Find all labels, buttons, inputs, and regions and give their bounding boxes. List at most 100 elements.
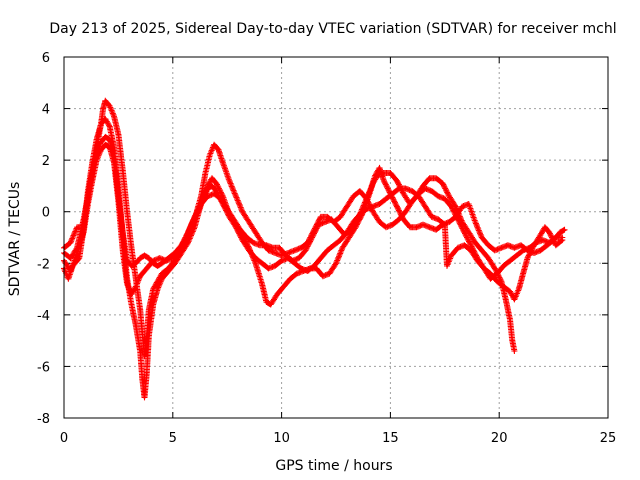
data-point xyxy=(367,195,370,198)
data-point xyxy=(502,285,505,288)
data-point xyxy=(273,264,277,268)
data-point xyxy=(389,171,392,175)
data-point xyxy=(493,249,496,252)
y-tick-label: -2 xyxy=(37,257,50,272)
data-point xyxy=(143,354,146,358)
data-point xyxy=(260,262,264,265)
data-point xyxy=(378,220,381,224)
data-point xyxy=(143,254,146,257)
data-point xyxy=(293,262,296,265)
data-point xyxy=(215,189,218,193)
data-point xyxy=(160,272,164,275)
y-tick-label: 4 xyxy=(42,103,50,118)
data-point xyxy=(554,236,557,239)
data-point xyxy=(493,267,496,270)
data-point xyxy=(365,197,368,200)
data-point xyxy=(102,107,105,110)
data-point xyxy=(147,256,151,260)
data-point xyxy=(293,249,296,252)
data-point xyxy=(532,244,536,247)
data-point xyxy=(217,148,220,151)
data-point xyxy=(411,200,414,203)
data-point xyxy=(260,282,264,286)
data-point xyxy=(411,189,414,193)
data-point xyxy=(434,177,438,180)
data-point xyxy=(352,220,355,224)
data-point xyxy=(448,195,451,198)
data-point xyxy=(139,308,142,311)
data-point xyxy=(139,256,142,260)
data-point xyxy=(408,226,412,229)
data-point xyxy=(508,290,512,293)
data-point xyxy=(334,262,338,265)
series-trace-c xyxy=(61,97,566,360)
data-point xyxy=(145,336,148,340)
data-point xyxy=(421,223,425,226)
plot-frame xyxy=(63,56,609,419)
data-point xyxy=(543,226,547,229)
data-point xyxy=(304,249,307,252)
data-point xyxy=(454,205,457,208)
data-point xyxy=(323,220,327,224)
data-point xyxy=(130,303,133,306)
data-point xyxy=(212,143,216,146)
data-point xyxy=(210,184,214,188)
data-point xyxy=(306,241,309,244)
data-point xyxy=(75,251,79,255)
data-point xyxy=(463,244,466,247)
data-point xyxy=(121,169,125,172)
data-point xyxy=(495,280,499,283)
data-point xyxy=(306,269,309,273)
data-point xyxy=(210,177,214,180)
data-point xyxy=(278,246,281,249)
data-point xyxy=(358,189,362,193)
data-point xyxy=(563,228,566,231)
data-point xyxy=(297,256,301,260)
data-point xyxy=(326,215,329,219)
data-point xyxy=(504,298,507,301)
data-point xyxy=(300,246,303,249)
data-point xyxy=(67,277,70,280)
data-point xyxy=(382,171,386,175)
data-point xyxy=(258,244,261,247)
data-point xyxy=(245,236,248,239)
data-point xyxy=(332,220,335,224)
data-point xyxy=(286,256,290,260)
data-point xyxy=(506,244,510,247)
data-point xyxy=(437,195,440,198)
data-point xyxy=(515,254,518,257)
data-point xyxy=(178,249,181,252)
data-series xyxy=(61,97,568,401)
data-point xyxy=(382,179,386,182)
data-point xyxy=(467,202,470,206)
data-point xyxy=(415,226,418,229)
data-point xyxy=(204,171,207,175)
data-point xyxy=(319,256,322,260)
data-point xyxy=(480,236,483,239)
data-point xyxy=(145,373,148,376)
data-point xyxy=(500,246,503,249)
data-point xyxy=(91,179,94,182)
data-point xyxy=(202,197,205,200)
data-point xyxy=(443,223,446,226)
data-point xyxy=(134,324,137,327)
data-point xyxy=(326,249,329,252)
y-tick-label: -8 xyxy=(37,412,50,427)
data-point xyxy=(548,231,551,234)
x-tick-label: 0 xyxy=(60,431,68,446)
data-point xyxy=(365,207,368,211)
data-point xyxy=(378,166,381,170)
data-point xyxy=(130,246,133,249)
data-point xyxy=(332,244,335,247)
data-point xyxy=(152,287,155,291)
data-point xyxy=(254,231,257,234)
data-point xyxy=(495,272,499,275)
data-point xyxy=(228,179,231,182)
data-point xyxy=(104,135,107,139)
data-point xyxy=(339,215,342,219)
data-point xyxy=(141,331,144,335)
data-point xyxy=(143,269,146,273)
data-point xyxy=(276,293,279,296)
y-tick-label: 6 xyxy=(42,51,50,66)
data-point xyxy=(487,244,490,247)
